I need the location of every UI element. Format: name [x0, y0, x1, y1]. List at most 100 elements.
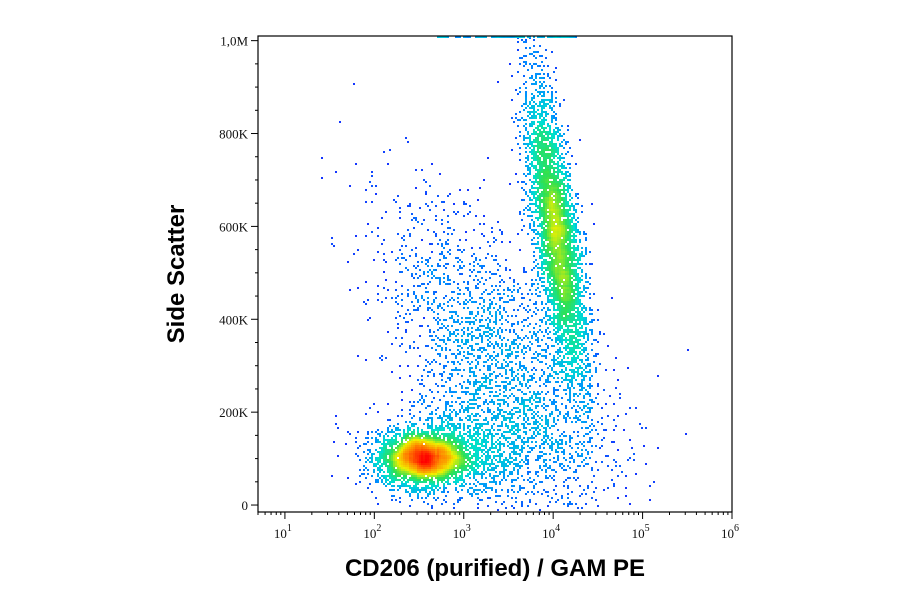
- event-dot: [513, 443, 515, 445]
- event-dot: [403, 477, 405, 479]
- event-dot: [573, 259, 575, 261]
- event-dot: [561, 497, 563, 499]
- event-dot: [541, 55, 543, 57]
- event-dot: [435, 291, 437, 293]
- event-dot: [583, 323, 585, 325]
- event-dot: [513, 451, 515, 453]
- event-dot: [491, 301, 493, 303]
- event-dot: [359, 469, 361, 471]
- event-dot: [553, 377, 555, 379]
- event-dot: [467, 439, 469, 441]
- event-dot: [533, 147, 535, 149]
- event-dot: [443, 487, 445, 489]
- event-dot: [575, 249, 577, 251]
- event-dot: [529, 331, 531, 333]
- event-dot: [559, 465, 561, 467]
- event-dot: [575, 319, 577, 321]
- event-dot: [583, 413, 585, 415]
- event-dot: [539, 165, 541, 167]
- event-dot: [533, 255, 535, 257]
- event-dot: [495, 481, 497, 483]
- event-dot: [413, 489, 415, 491]
- event-dot: [551, 433, 553, 435]
- event-dot: [537, 163, 539, 165]
- event-dot: [501, 425, 503, 427]
- event-dot: [477, 393, 479, 395]
- event-dot: [493, 455, 495, 457]
- event-dot: [471, 463, 473, 465]
- event-dot: [377, 503, 379, 505]
- event-dot: [555, 297, 557, 299]
- event-dot: [585, 347, 587, 349]
- event-dot: [395, 441, 397, 443]
- event-dot: [559, 363, 561, 365]
- event-dot: [505, 401, 507, 403]
- event-dot: [559, 329, 561, 331]
- event-dot: [607, 465, 609, 467]
- event-dot: [445, 343, 447, 345]
- event-dot: [423, 317, 425, 319]
- event-dot: [449, 227, 451, 229]
- event-dot: [501, 503, 503, 505]
- event-dot: [571, 227, 573, 229]
- event-dot: [479, 319, 481, 321]
- event-dot: [493, 403, 495, 405]
- event-dot: [471, 327, 473, 329]
- event-dot: [535, 293, 537, 295]
- event-dot: [575, 275, 577, 277]
- event-dot: [589, 379, 591, 381]
- event-dot: [449, 483, 451, 485]
- event-dot: [577, 453, 579, 455]
- event-dot: [573, 325, 575, 327]
- event-dot: [511, 433, 513, 435]
- event-dot: [491, 379, 493, 381]
- event-dot: [575, 195, 577, 197]
- event-dot: [363, 301, 365, 303]
- event-dot: [567, 223, 569, 225]
- event-dot: [591, 451, 593, 453]
- event-dot: [521, 181, 523, 183]
- event-dot: [453, 431, 455, 433]
- event-dot: [477, 407, 479, 409]
- event-dot: [489, 277, 491, 279]
- event-dot: [485, 485, 487, 487]
- event-dot: [493, 477, 495, 479]
- event-dot: [423, 489, 425, 491]
- event-dot: [581, 325, 583, 327]
- event-dot: [543, 65, 545, 67]
- event-dot: [497, 399, 499, 401]
- event-dot: [537, 161, 539, 163]
- event-dot: [487, 241, 489, 243]
- event-dot: [389, 443, 391, 445]
- event-dot: [443, 371, 445, 373]
- event-dot: [513, 387, 515, 389]
- event-dot: [547, 123, 549, 125]
- event-dot: [415, 423, 417, 425]
- event-dot: [563, 335, 565, 337]
- event-dot: [533, 221, 535, 223]
- event-dot: [545, 105, 547, 107]
- event-dot: [583, 287, 585, 289]
- event-dot: [551, 87, 553, 89]
- event-dot: [527, 137, 529, 139]
- event-dot: [577, 319, 579, 321]
- event-dot: [545, 127, 547, 129]
- event-dot: [567, 239, 569, 241]
- event-dot: [533, 367, 535, 369]
- event-dot: [441, 347, 443, 349]
- event-dot: [385, 211, 387, 213]
- event-dot: [547, 103, 549, 105]
- event-dot: [379, 469, 381, 471]
- event-dot: [501, 329, 503, 331]
- event-dot: [519, 211, 521, 213]
- event-dot: [505, 301, 507, 303]
- event-dot: [537, 65, 539, 67]
- event-dot: [447, 483, 449, 485]
- event-dot: [517, 283, 519, 285]
- event-dot: [513, 285, 515, 287]
- event-dot: [461, 385, 463, 387]
- event-dot: [511, 341, 513, 343]
- event-dot: [591, 467, 593, 469]
- event-dot: [561, 439, 563, 441]
- event-dot: [365, 461, 367, 463]
